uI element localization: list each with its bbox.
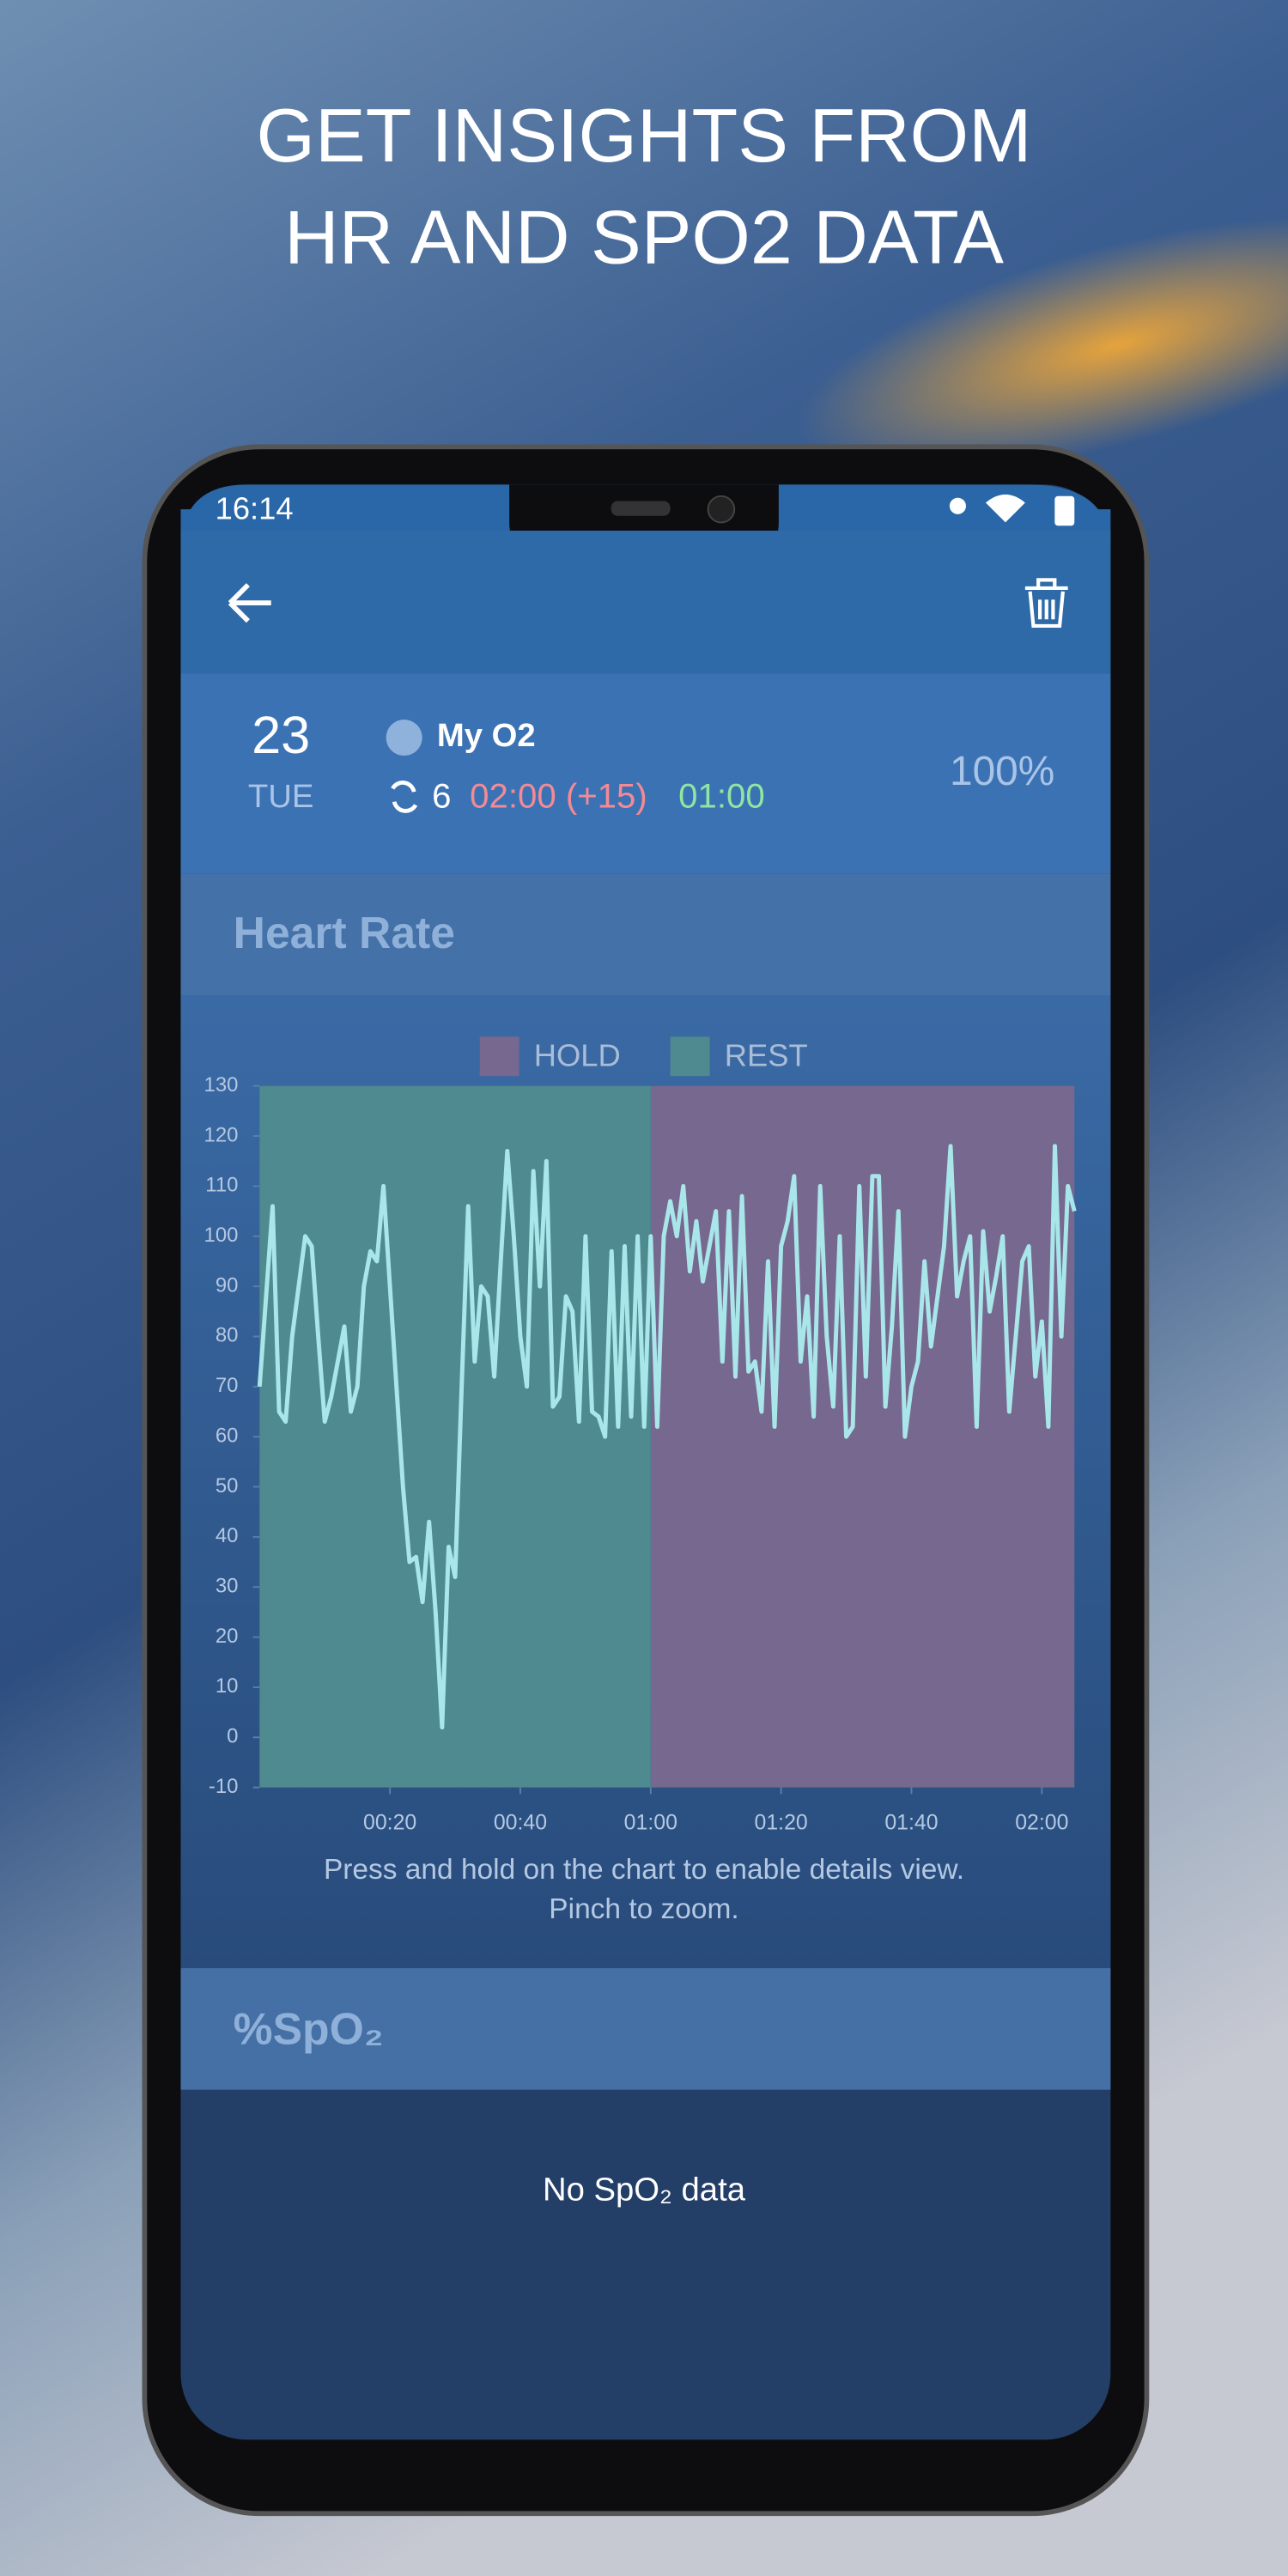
speaker	[611, 501, 671, 516]
x-tick-label: 02:00	[1015, 1810, 1068, 1834]
section-header	[180, 873, 1111, 996]
legend-label: HOLD	[534, 1038, 621, 1073]
y-tick-label: 80	[216, 1324, 239, 1347]
rounds-icon	[391, 781, 418, 813]
location-icon	[949, 497, 966, 514]
y-tick-label: -10	[209, 1775, 239, 1798]
session-weekday: TUE	[248, 778, 313, 815]
x-tick-label: 00:40	[494, 1810, 547, 1834]
y-tick-label: 10	[216, 1674, 239, 1698]
x-tick-label: 01:40	[884, 1810, 938, 1834]
camera	[707, 495, 736, 524]
y-tick-label: 120	[204, 1123, 239, 1146]
x-tick-label: 01:20	[755, 1810, 808, 1834]
heart-rate-chart[interactable]: HOLD REST -10 0 10 20 30 40 50 60 70 80 90 100 110 120 1…	[204, 1036, 1077, 1834]
headline: HR AND SPO2 DATA	[284, 194, 1004, 279]
wifi-icon	[985, 494, 1025, 523]
section-title: Heart Rate	[234, 908, 455, 957]
x-tick-label: 01:00	[624, 1810, 677, 1834]
table-color-dot	[386, 720, 422, 756]
y-tick-label: 0	[227, 1725, 238, 1748]
y-tick-label: 60	[216, 1424, 239, 1447]
y-tick-label: 50	[216, 1474, 239, 1498]
y-tick-label: 40	[216, 1524, 239, 1547]
legend-swatch	[670, 1036, 710, 1077]
y-tick-label: 20	[216, 1625, 239, 1648]
background-glow	[799, 217, 1288, 473]
session-day: 23	[252, 706, 310, 764]
battery-icon	[1054, 495, 1075, 526]
section-header	[180, 1968, 1111, 2090]
chart-hint: Press and hold on the chart to enable de…	[324, 1854, 964, 1886]
app-bar[interactable]	[180, 530, 1111, 674]
chart-hint: Pinch to zoom.	[549, 1893, 738, 1925]
session-card	[180, 673, 1111, 874]
y-tick-label: 70	[216, 1374, 239, 1397]
legend-label: REST	[725, 1038, 808, 1073]
status-time: 16:14	[216, 491, 294, 526]
phase-band	[259, 1085, 651, 1788]
y-tick-label: 130	[204, 1073, 239, 1097]
empty-message: No SpO₂ data	[543, 2171, 746, 2208]
delete-button[interactable]	[1024, 578, 1068, 629]
rest-time: 01:00	[678, 776, 764, 815]
section-title: %SpO₂	[234, 2003, 384, 2053]
heart-rate-line	[257, 1144, 1077, 1730]
phase-band	[650, 1085, 1075, 1788]
y-tick-label: 110	[205, 1174, 238, 1197]
y-tick-label: 30	[216, 1575, 239, 1598]
x-tick-label: 00:20	[363, 1810, 416, 1834]
y-tick-label: 90	[216, 1273, 239, 1297]
legend-swatch	[479, 1036, 519, 1077]
hold-time: 02:00 (+15)	[470, 776, 647, 815]
headline: GET INSIGHTS FROM	[257, 93, 1032, 178]
y-tick-label: 100	[204, 1224, 239, 1247]
table-name: My O2	[437, 717, 536, 754]
back-button[interactable]	[228, 583, 271, 623]
rounds: 6	[432, 776, 451, 815]
percent: 100%	[950, 749, 1054, 794]
